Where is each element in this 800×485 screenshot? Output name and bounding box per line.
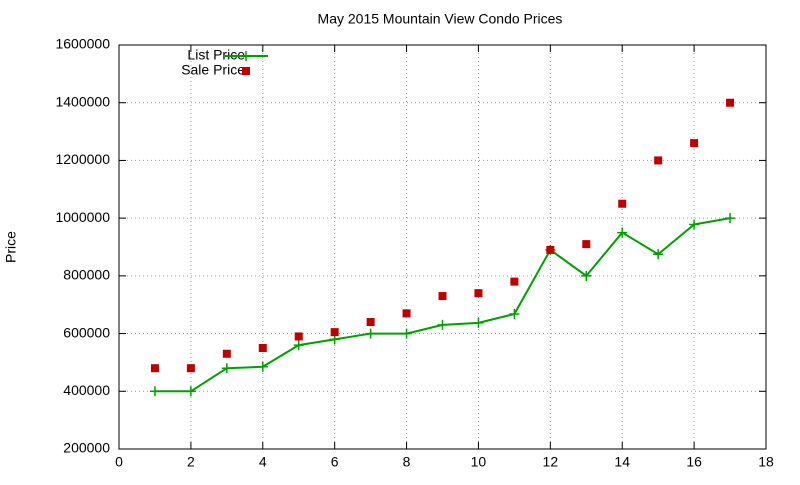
chart-title: May 2015 Mountain View Condo Prices	[318, 11, 563, 27]
y-tick-label: 1600000	[55, 36, 110, 52]
point-marker	[366, 318, 375, 327]
point-marker	[581, 270, 592, 281]
point-marker	[241, 51, 251, 61]
x-tick-label: 6	[331, 454, 339, 470]
point-marker	[294, 332, 303, 341]
point-marker	[293, 340, 304, 351]
y-axis-label: Price	[3, 231, 19, 263]
y-tick-label: 1200000	[55, 151, 110, 167]
point-marker	[257, 361, 268, 372]
point-marker	[365, 328, 376, 339]
point-marker	[149, 386, 160, 397]
point-marker	[618, 199, 627, 208]
y-tick-label: 1000000	[55, 209, 110, 225]
x-tick-label: 2	[187, 454, 195, 470]
point-marker	[222, 349, 231, 358]
x-tick-label: 12	[543, 454, 559, 470]
point-marker	[438, 292, 447, 301]
point-marker	[582, 240, 591, 249]
point-marker	[474, 289, 483, 298]
x-tick-label: 10	[471, 454, 487, 470]
x-tick-label: 8	[403, 454, 411, 470]
point-marker	[185, 386, 196, 397]
y-tick-label: 800000	[63, 267, 110, 283]
x-tick-label: 0	[115, 454, 123, 470]
plot-border	[118, 44, 767, 450]
y-tick-label: 200000	[63, 440, 110, 456]
point-marker	[437, 319, 448, 330]
y-tick-label: 400000	[63, 382, 110, 398]
x-tick-label: 18	[758, 454, 774, 470]
point-marker	[186, 364, 195, 373]
point-marker	[546, 245, 555, 254]
x-tick-label: 16	[686, 454, 702, 470]
y-tick-label: 1400000	[55, 93, 110, 109]
point-marker	[402, 309, 411, 318]
point-marker	[242, 67, 250, 75]
point-marker	[401, 328, 412, 339]
point-marker	[725, 213, 736, 224]
point-marker	[726, 98, 735, 107]
point-marker	[509, 308, 520, 319]
point-marker	[473, 317, 484, 328]
point-marker	[510, 277, 519, 286]
y-tick-label: 600000	[63, 324, 110, 340]
point-marker	[690, 139, 699, 148]
legend-label: Sale Price	[181, 62, 245, 78]
point-marker	[617, 227, 628, 238]
point-marker	[221, 363, 232, 374]
point-marker	[689, 219, 700, 230]
point-marker	[258, 344, 267, 352]
x-tick-label: 14	[614, 454, 630, 470]
legend-label: List Price	[187, 47, 245, 63]
point-marker	[150, 364, 159, 373]
point-marker	[654, 156, 663, 165]
x-tick-label: 4	[259, 454, 267, 470]
point-marker	[653, 249, 664, 260]
point-marker	[330, 328, 339, 337]
